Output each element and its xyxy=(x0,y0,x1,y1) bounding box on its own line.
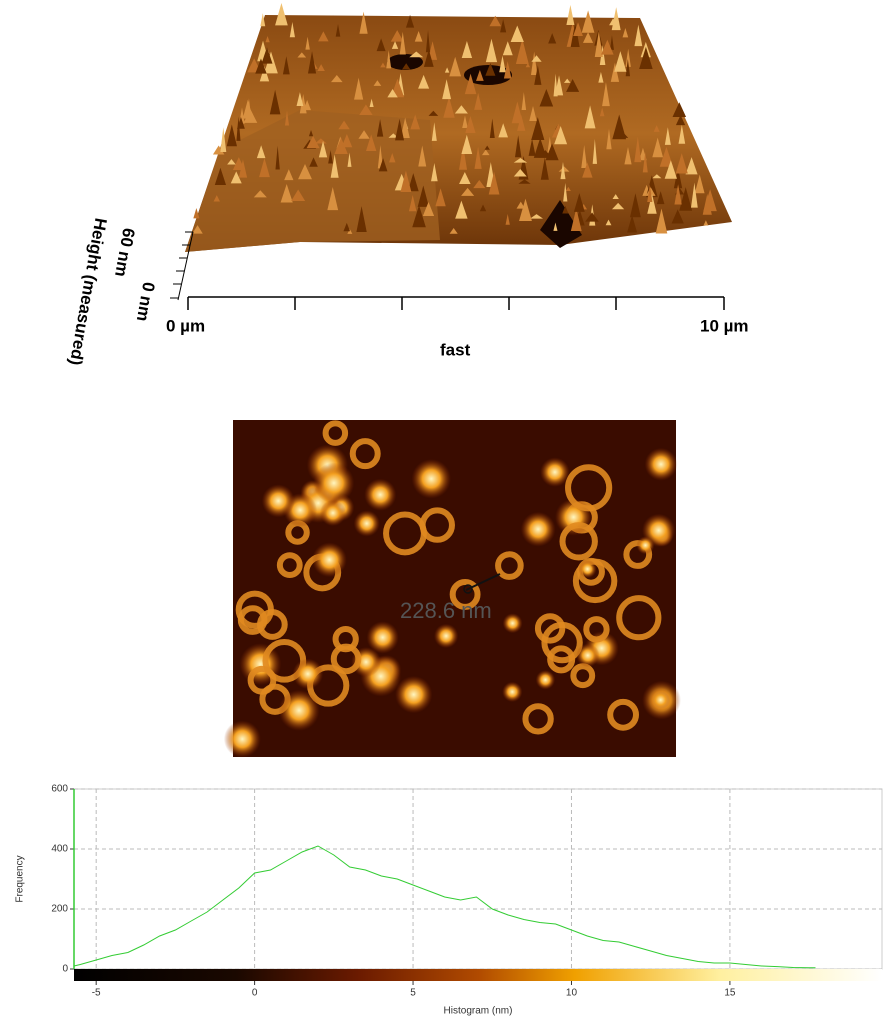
y-axis-label: Frequency xyxy=(15,855,26,902)
x-start-label: 0 µm xyxy=(166,316,205,335)
page: 60 nm 0 nm Height (measured) 0 µm 10 µm … xyxy=(0,0,890,1021)
y-tick-label: 0 xyxy=(62,964,68,975)
x-axis-label: Histogram (nm) xyxy=(444,1006,513,1017)
image-blob xyxy=(224,721,261,758)
height-axis-label: Height (measured) xyxy=(66,217,111,367)
height-max-label: 60 nm xyxy=(111,227,138,279)
image-blob xyxy=(320,500,346,526)
image-blob xyxy=(313,463,354,504)
image-blob xyxy=(536,670,556,690)
afm-2d-image xyxy=(224,420,681,758)
image-blob xyxy=(293,659,324,690)
image-blob xyxy=(312,542,347,577)
height-axis xyxy=(178,232,193,300)
histogram-chart: 0 200 400 600 -5 0 5 10 15 xyxy=(51,784,882,999)
plot-area xyxy=(74,789,882,969)
image-blob xyxy=(502,682,522,702)
x-tick-label: 10 xyxy=(566,988,578,999)
x-scale xyxy=(188,297,724,310)
color-bar xyxy=(74,969,882,981)
image-blob xyxy=(279,690,320,731)
height-min-label: 0 nm xyxy=(133,281,159,323)
x-tick-label: -5 xyxy=(92,988,101,999)
image-blob xyxy=(578,560,596,578)
x-tick-label: 5 xyxy=(410,988,416,999)
surface-spike xyxy=(275,3,288,25)
image-blob xyxy=(576,644,599,667)
image-blob xyxy=(503,613,523,633)
afm-3d-surface xyxy=(185,3,732,252)
y-tick-label: 600 xyxy=(51,784,68,795)
x-end-label: 10 µm xyxy=(700,316,749,335)
image-blob xyxy=(649,689,671,711)
y-tick-label: 200 xyxy=(51,904,68,915)
image-blob xyxy=(636,536,654,554)
x-axis-label: fast xyxy=(440,340,471,359)
image-blob xyxy=(262,484,295,517)
image-blob xyxy=(364,479,396,511)
y-tick-label: 400 xyxy=(51,844,68,855)
surface-spike xyxy=(566,5,574,25)
x-tick-label: 0 xyxy=(252,988,258,999)
image-blob xyxy=(354,510,380,536)
image-blob xyxy=(434,624,458,648)
x-tick-label: 15 xyxy=(724,988,736,999)
image-blob xyxy=(395,676,432,713)
image-blob xyxy=(412,459,452,499)
measure-label: 228.6 nm xyxy=(400,598,492,623)
image-blob xyxy=(645,448,678,481)
image-blob xyxy=(521,512,556,547)
image-blob xyxy=(540,457,570,487)
